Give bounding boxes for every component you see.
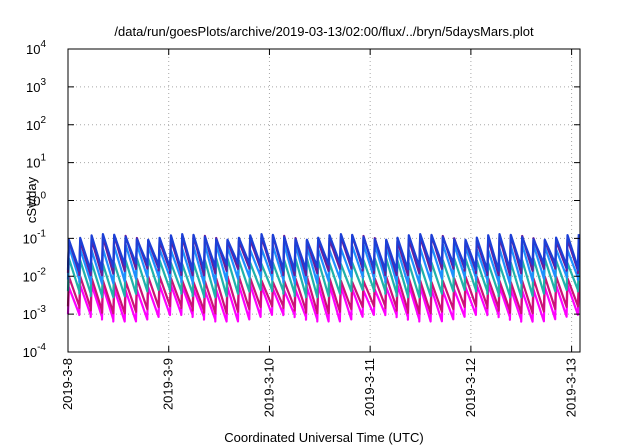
series-line (66, 243, 580, 285)
x-tick-label: 2019-3-8 (60, 358, 75, 410)
y-tick-label: 10-2 (23, 266, 47, 284)
y-tick-label: 102 (26, 115, 46, 133)
series-line (66, 275, 580, 315)
y-tick-label: 10-3 (23, 304, 47, 322)
y-axis-label: cSv/day (24, 176, 39, 223)
chart-title: /data/run/goesPlots/archive/2019-03-13/0… (114, 24, 534, 39)
y-tick-label: 104 (26, 39, 46, 57)
x-tick-label: 2019-3-10 (261, 358, 276, 417)
x-tick-label: 2019-3-12 (463, 358, 478, 417)
x-tick-label: 2019-3-13 (564, 358, 579, 417)
x-tick-label: 2019-3-11 (362, 358, 377, 416)
data-series (66, 233, 580, 323)
y-tick-label: 10-4 (23, 342, 47, 360)
y-tick-label: 101 (26, 153, 46, 171)
series-line (66, 283, 580, 323)
series-line (66, 233, 580, 272)
y-tick-label: 10-1 (23, 228, 47, 246)
series-line (66, 257, 580, 299)
x-tick-label: 2019-3-9 (161, 358, 176, 410)
y-tick-label: 103 (26, 77, 46, 95)
x-axis-label: Coordinated Universal Time (UTC) (224, 430, 423, 445)
